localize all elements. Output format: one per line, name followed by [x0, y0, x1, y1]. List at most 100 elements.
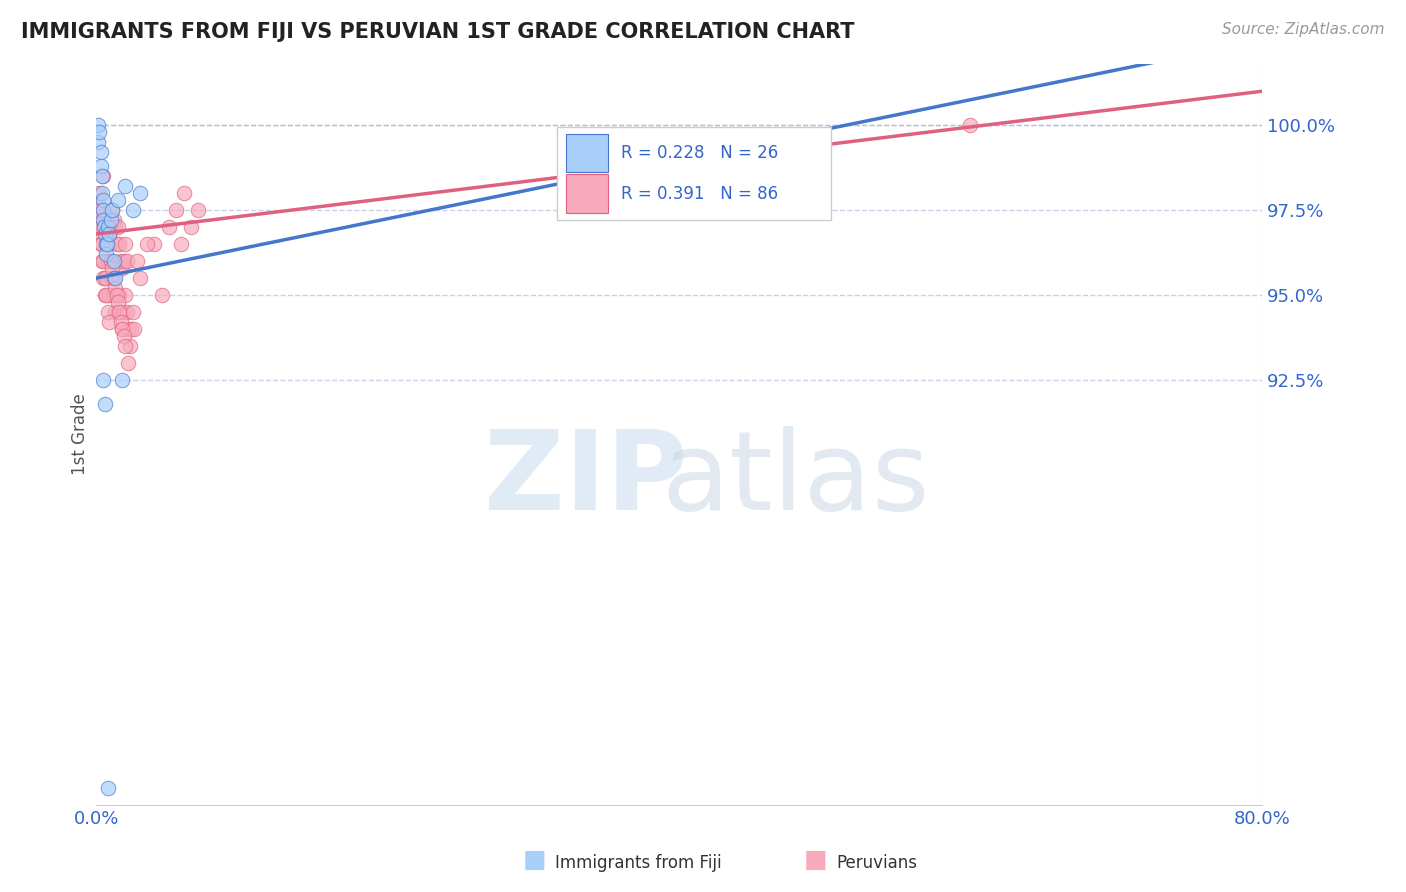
Point [94, 288, 117, 302]
Point [129, 186, 152, 201]
Point [98, 288, 121, 302]
Point [96, 220, 118, 235]
Point [103, 213, 125, 227]
Point [111, 322, 134, 336]
Point [97, 220, 120, 235]
Point [91, 203, 114, 218]
Point [118, 339, 141, 353]
Point [103, 271, 125, 285]
Point [959, 118, 981, 132]
Point [98, 315, 121, 329]
Point [93, 220, 115, 235]
Point [93, 373, 115, 387]
Point [104, 305, 127, 319]
Point [108, 288, 131, 302]
Point [90, 213, 112, 227]
Point [96, 254, 118, 268]
Point [91, 227, 114, 241]
Point [100, 254, 122, 268]
Point [125, 254, 148, 268]
Point [103, 288, 125, 302]
Point [111, 322, 134, 336]
Point [98, 254, 121, 268]
Point [107, 193, 129, 207]
FancyBboxPatch shape [567, 134, 607, 172]
Point [114, 237, 136, 252]
Point [97, 305, 120, 319]
Point [108, 305, 131, 319]
Text: atlas: atlas [661, 425, 929, 533]
Point [96, 237, 118, 252]
FancyBboxPatch shape [557, 127, 831, 219]
Point [86, 203, 108, 218]
Point [100, 220, 122, 235]
Point [94, 213, 117, 227]
Point [107, 220, 129, 235]
Point [110, 254, 132, 268]
Point [97, 781, 120, 796]
Point [90, 237, 112, 252]
Point [91, 193, 114, 207]
Point [94, 237, 117, 252]
Point [96, 247, 118, 261]
Point [101, 260, 124, 275]
Point [100, 254, 122, 268]
Point [87, 118, 110, 132]
Point [90, 159, 112, 173]
Point [111, 373, 134, 387]
Point [89, 203, 111, 218]
Point [104, 281, 127, 295]
Point [93, 213, 115, 227]
Point [87, 193, 110, 207]
Point [96, 288, 118, 302]
FancyBboxPatch shape [567, 175, 607, 213]
Point [91, 169, 114, 184]
Point [143, 237, 166, 252]
Point [104, 220, 127, 235]
Point [90, 220, 112, 235]
Text: Peruvians: Peruvians [837, 855, 918, 872]
Text: Immigrants from Fiji: Immigrants from Fiji [555, 855, 723, 872]
Point [114, 288, 136, 302]
Point [104, 271, 127, 285]
Point [105, 288, 128, 302]
Point [87, 135, 110, 149]
Point [112, 305, 135, 319]
Point [107, 295, 129, 310]
Point [94, 271, 117, 285]
Y-axis label: 1st Grade: 1st Grade [72, 393, 89, 475]
Point [101, 203, 124, 218]
Point [117, 356, 139, 370]
Point [112, 329, 135, 343]
Point [165, 203, 187, 218]
Point [91, 254, 114, 268]
Point [101, 271, 124, 285]
Point [114, 339, 136, 353]
Point [187, 203, 209, 218]
Point [157, 220, 180, 235]
Point [114, 179, 136, 194]
Point [108, 237, 131, 252]
Point [94, 397, 117, 411]
Point [97, 254, 120, 268]
Point [94, 227, 117, 241]
Point [103, 254, 125, 268]
Point [110, 315, 132, 329]
Text: ZIP: ZIP [484, 425, 688, 533]
Point [115, 254, 138, 268]
Text: R = 0.391   N = 86: R = 0.391 N = 86 [621, 185, 778, 202]
Point [90, 145, 112, 160]
Point [120, 322, 142, 336]
Point [87, 186, 110, 201]
Point [97, 220, 120, 235]
Text: Source: ZipAtlas.com: Source: ZipAtlas.com [1222, 22, 1385, 37]
Point [112, 254, 135, 268]
Point [122, 322, 145, 336]
Text: ■: ■ [804, 848, 827, 872]
Point [129, 271, 152, 285]
Point [117, 322, 139, 336]
Text: R = 0.228   N = 26: R = 0.228 N = 26 [621, 144, 778, 162]
Point [96, 271, 118, 285]
Point [136, 237, 159, 252]
Point [93, 254, 115, 268]
